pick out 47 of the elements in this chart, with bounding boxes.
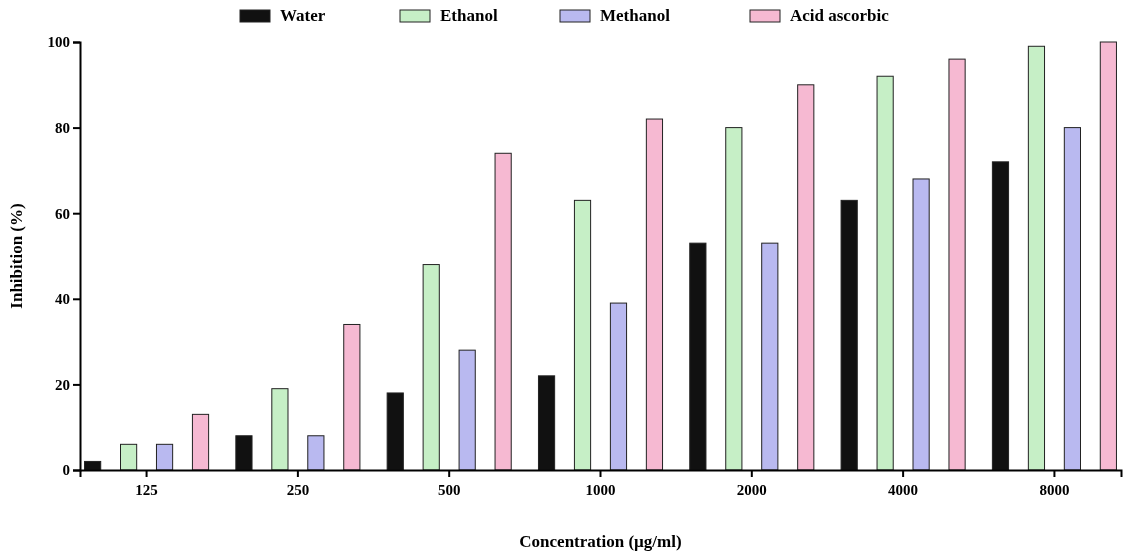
bar <box>271 388 289 471</box>
y-tick-label: 20 <box>55 376 70 393</box>
bar <box>725 127 743 471</box>
bar <box>84 460 102 471</box>
legend-label: Methanol <box>600 6 671 25</box>
bar <box>307 435 325 471</box>
legend-label: Acid ascorbic <box>790 6 890 25</box>
bar <box>840 199 858 471</box>
legend-label: Water <box>280 6 326 25</box>
bar <box>645 118 664 471</box>
x-tick-label: 8000 <box>1039 482 1070 498</box>
bar <box>191 413 210 471</box>
bar <box>120 443 138 471</box>
legend-label: Ethanol <box>440 6 498 25</box>
bar <box>689 242 707 471</box>
x-tick-label: 250 <box>286 482 310 498</box>
bar <box>155 443 174 471</box>
bar <box>991 161 1010 471</box>
bar <box>948 58 966 471</box>
bar <box>1027 45 1046 471</box>
x-tick-label: 500 <box>437 482 461 498</box>
bar <box>761 242 779 471</box>
bar <box>422 264 440 471</box>
x-tick-label: 1000 <box>585 482 616 498</box>
bar <box>494 152 512 471</box>
y-tick-label: 80 <box>55 119 70 136</box>
bar <box>573 199 592 471</box>
bar <box>912 178 930 471</box>
bar <box>797 84 815 471</box>
bar <box>458 349 476 471</box>
bar <box>1063 127 1081 471</box>
y-tick-label: 40 <box>55 291 70 308</box>
x-tick-label: 4000 <box>888 482 919 498</box>
bar <box>609 302 628 471</box>
x-axis-title: Concentration (µg/ml) <box>519 532 682 551</box>
x-tick-label: 125 <box>135 482 158 498</box>
bar <box>1099 41 1117 471</box>
bar <box>537 375 556 471</box>
y-tick-label: 100 <box>47 34 70 51</box>
bar <box>876 75 894 471</box>
x-tick-label: 2000 <box>736 482 767 498</box>
bar <box>386 392 404 471</box>
bar <box>235 435 253 471</box>
y-axis-title: Inhibition (%) <box>7 203 26 309</box>
y-tick-label: 60 <box>55 205 70 222</box>
y-tick-label: 0 <box>62 462 70 479</box>
bar <box>343 323 361 471</box>
